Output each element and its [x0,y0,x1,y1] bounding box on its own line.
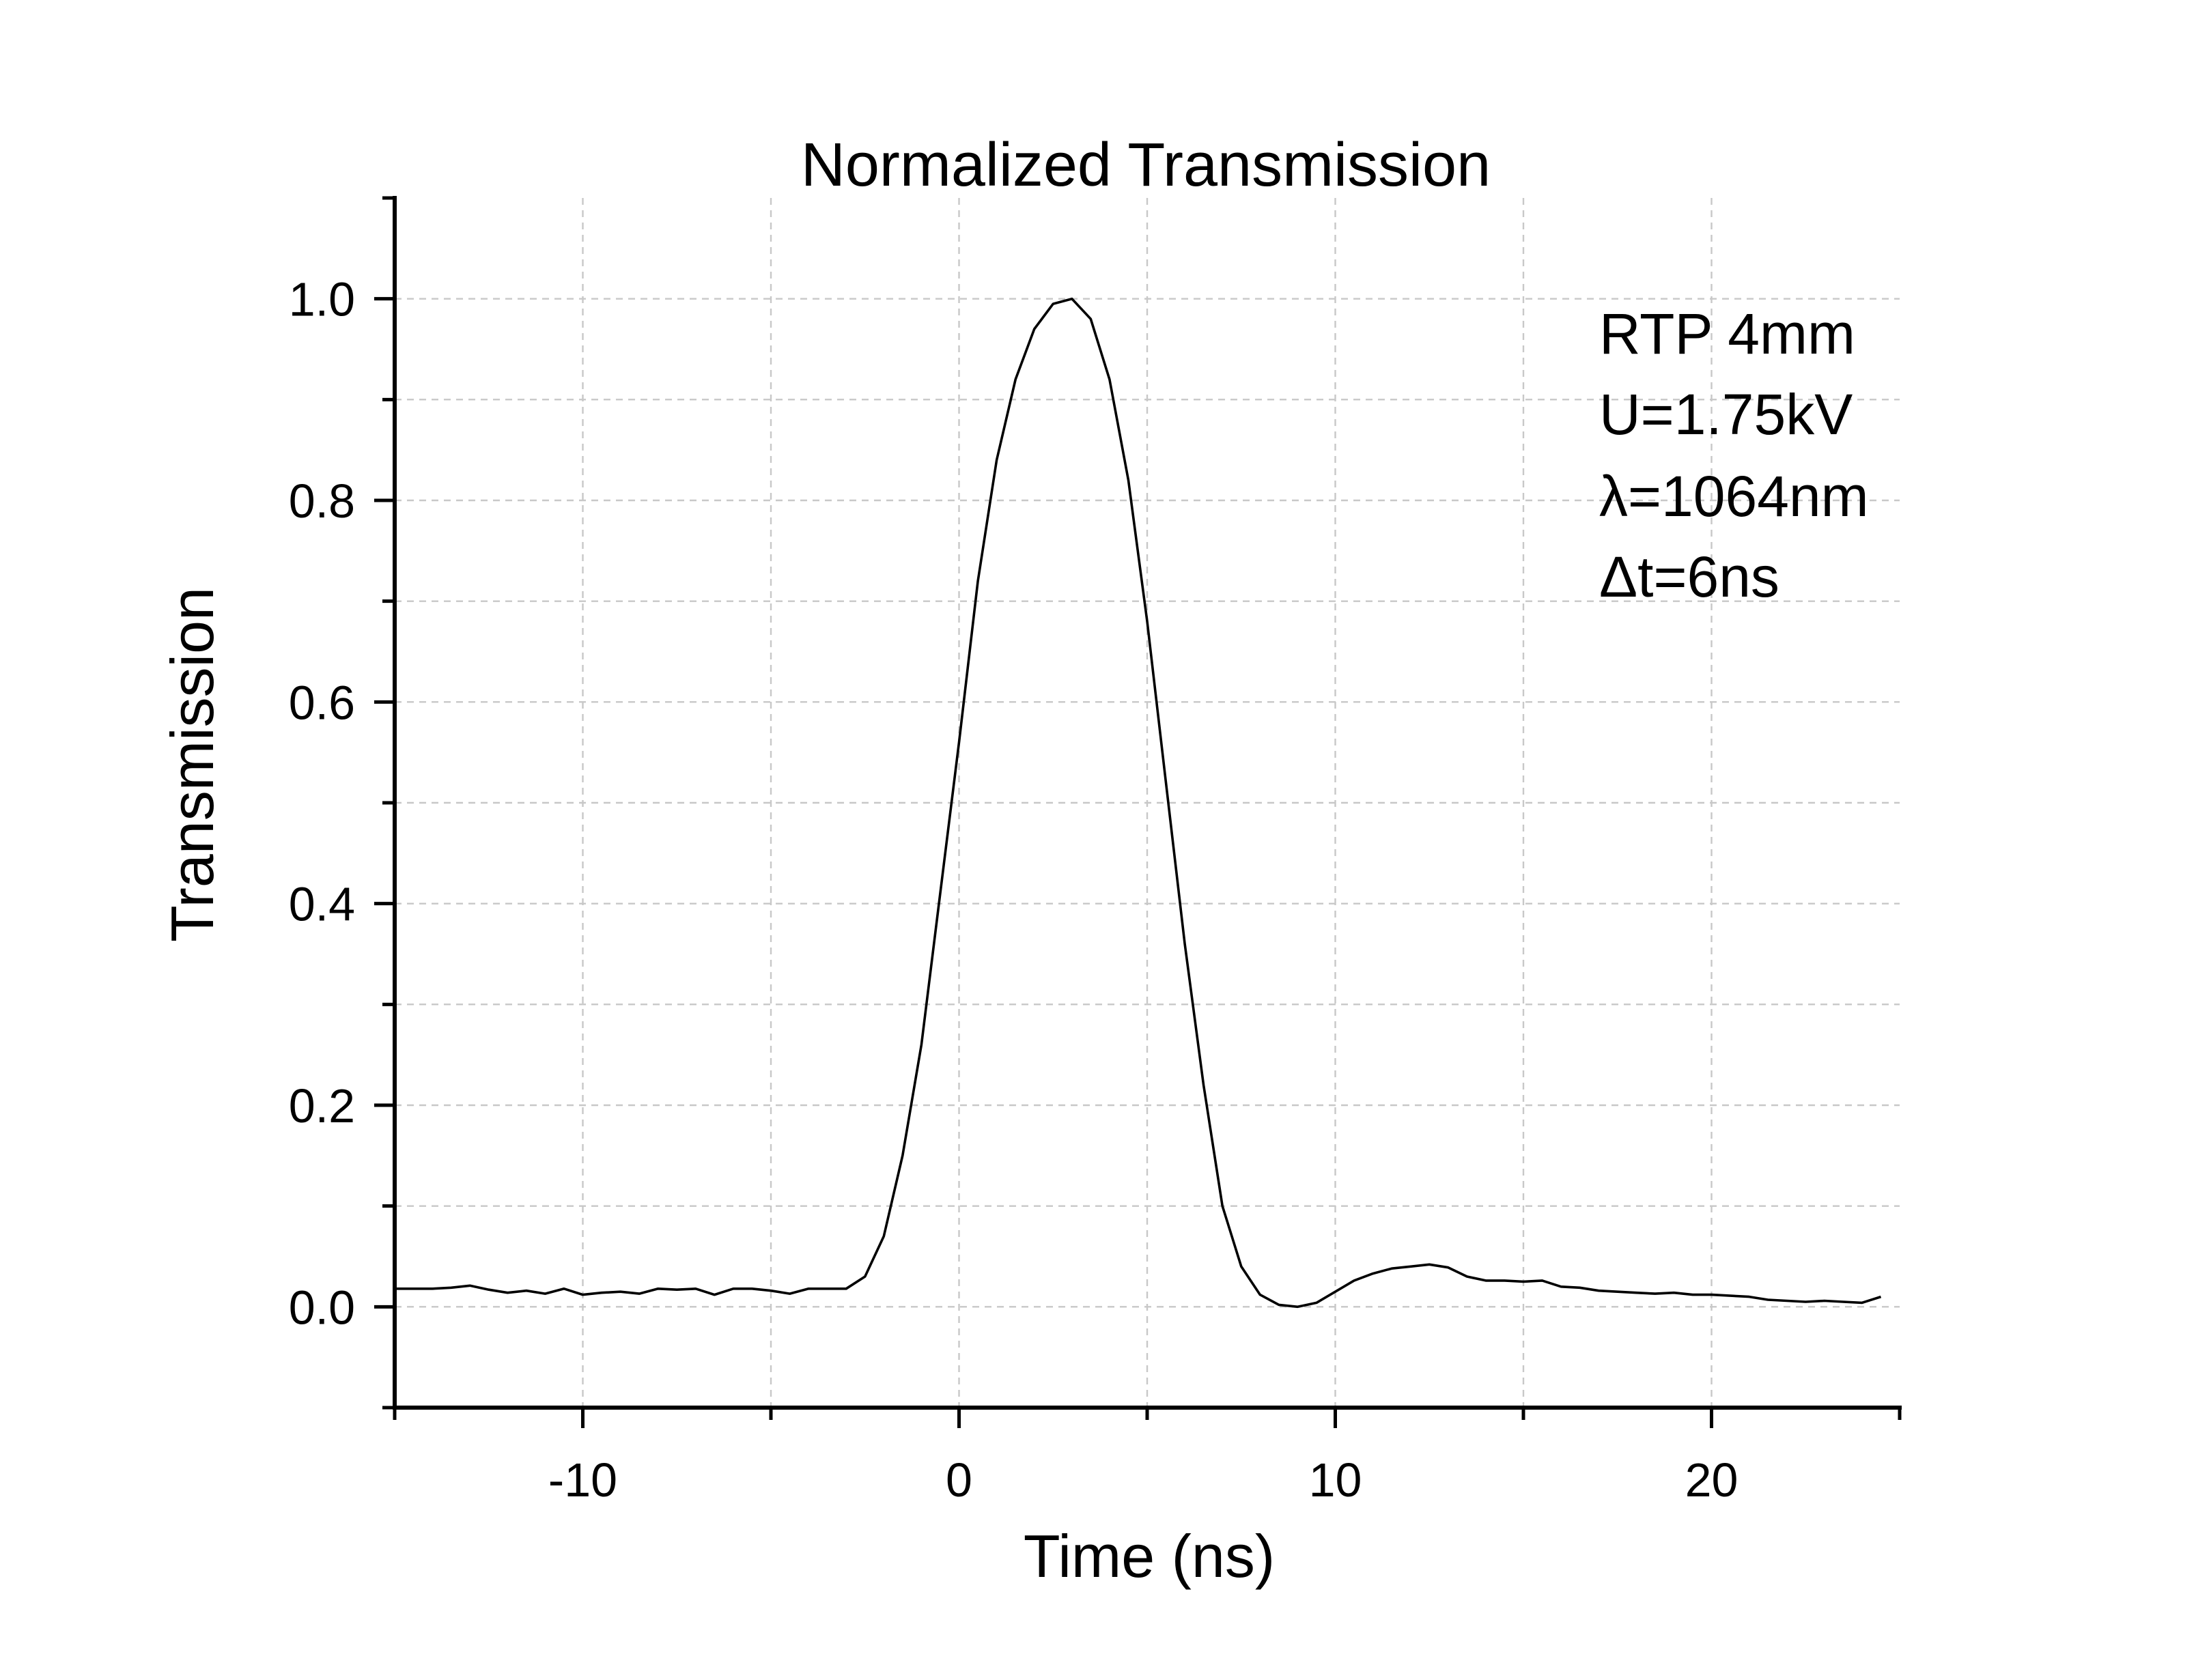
transmission-series-line [395,297,1882,1309]
y-tick-label: 1.0 [289,273,355,326]
x-tick-label: -10 [548,1453,617,1507]
annotation-crystal: RTP 4mm [1599,302,1855,366]
annotation-wavelength: λ=1064nm [1599,464,1869,528]
x-axis-ticks: -10 0 10 20 [393,1408,1902,1507]
x-axis-label: Time (ns) [1024,1522,1275,1590]
x-tick-label: 10 [1309,1453,1362,1507]
y-axis-label: Transmission [158,587,226,942]
chart-title: Normalized Transmission [801,131,1491,199]
y-tick-label: 0.0 [289,1281,355,1334]
annotation-voltage: U=1.75kV [1599,382,1853,446]
y-tick-label: 0.2 [289,1079,355,1133]
gridlines [395,198,1900,1408]
y-tick-label: 0.4 [289,878,355,931]
x-tick-label: 0 [946,1453,972,1507]
annotation-pulse-width: Δt=6ns [1599,545,1779,609]
y-axis-ticks: 0.0 0.2 0.4 0.6 0.8 1.0 [289,196,395,1410]
y-tick-label: 0.8 [289,474,355,528]
x-tick-label: 20 [1685,1453,1738,1507]
y-tick-label: 0.6 [289,676,355,729]
annotation-block: RTP 4mm U=1.75kV λ=1064nm Δt=6ns [1599,302,1869,609]
